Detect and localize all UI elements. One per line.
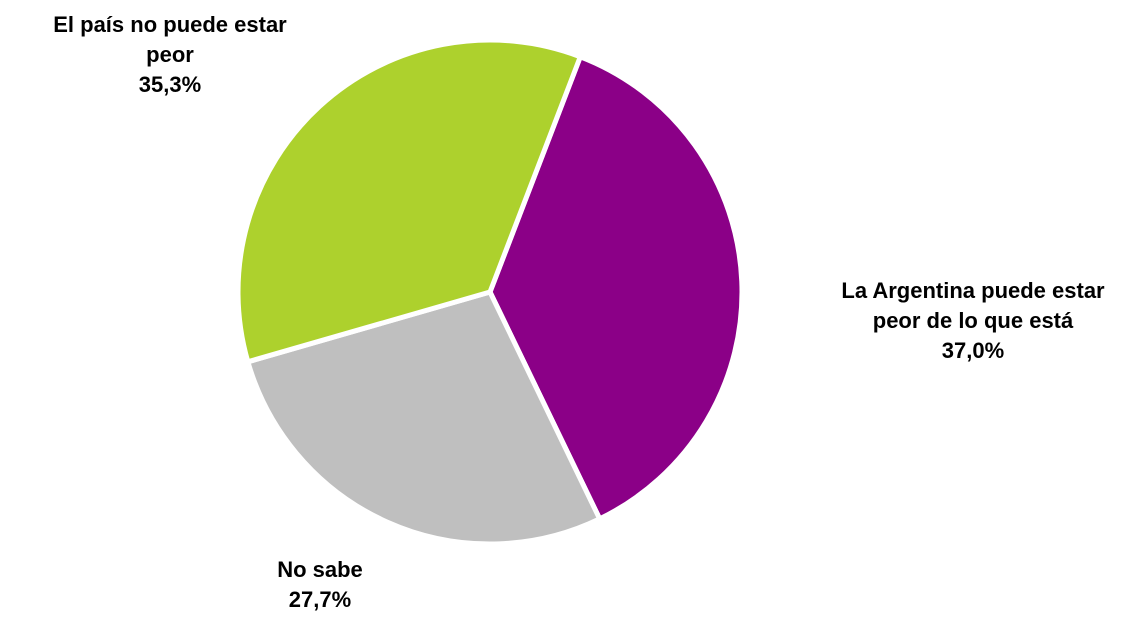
slice-value-label: 37,0% (941, 338, 1005, 363)
slice-label-line: peor (146, 42, 194, 67)
slice-label-argentina-peor: La Argentina puede estar peor de lo que … (808, 276, 1138, 366)
pie-slice-no-sabe (245, 289, 603, 547)
pie-slice-pais-no-puede (235, 37, 583, 365)
pie-slice-argentina-peor (487, 54, 745, 522)
slice-label-line: El país no puede estar (53, 12, 287, 37)
slice-label-pais-no-puede: El país no puede estar peor 35,3% (0, 10, 340, 100)
slice-label-line: La Argentina puede estar (841, 278, 1105, 303)
slice-value-label: 35,3% (138, 72, 202, 97)
slice-value-label: 27,7% (288, 587, 352, 612)
slice-label-line: peor de lo que está (872, 308, 1074, 333)
slice-label-line: No sabe (277, 557, 363, 582)
slice-label-no-sabe: No sabe 27,7% (220, 555, 420, 615)
